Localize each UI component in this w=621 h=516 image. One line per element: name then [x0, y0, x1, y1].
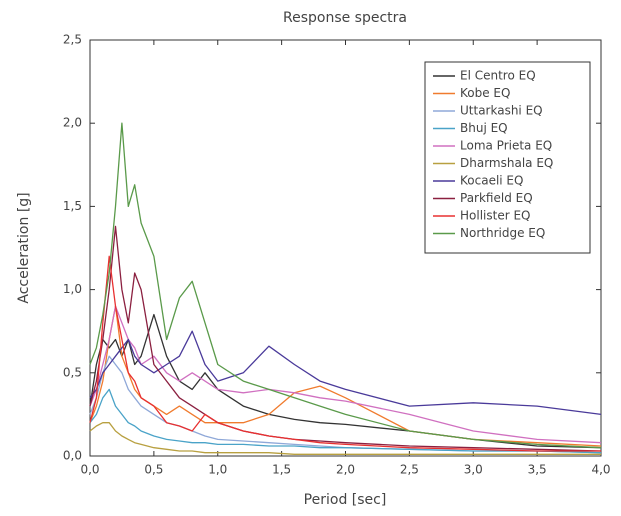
series-line [89, 330, 602, 416]
series-line [89, 313, 602, 449]
x-tick-label: 1,5 [272, 463, 291, 477]
chart-title: Response spectra [283, 10, 407, 26]
series-line [89, 305, 602, 444]
legend-label: Parkfield EQ [460, 191, 533, 205]
legend-label: Loma Prieta EQ [460, 139, 552, 153]
y-tick-label: 0,0 [63, 449, 82, 463]
legend-label: Bhuj EQ [460, 121, 508, 135]
y-tick-label: 1,5 [63, 199, 82, 213]
series-line [89, 422, 601, 455]
x-tick-label: 0,0 [80, 463, 99, 477]
legend-label: Hollister EQ [460, 209, 530, 223]
x-axis-label: Period [sec] [304, 492, 387, 508]
x-tick-label: 4,0 [591, 463, 610, 477]
x-tick-label: 1,0 [208, 463, 227, 477]
x-tick-label: 2,0 [336, 463, 355, 477]
y-tick-label: 0,5 [63, 365, 82, 379]
x-tick-label: 0,5 [144, 463, 163, 477]
legend-label: Kobe EQ [460, 86, 510, 100]
series-line [89, 122, 602, 449]
series-line [89, 255, 601, 452]
y-axis-label: Acceleration [g] [16, 192, 32, 303]
series-line [89, 225, 602, 452]
x-tick-label: 2,5 [400, 463, 419, 477]
legend-label: Uttarkashi EQ [460, 104, 543, 118]
y-tick-label: 2,0 [63, 116, 82, 130]
series-line [89, 388, 602, 454]
legend-label: El Centro EQ [460, 69, 536, 83]
legend-label: Kocaeli EQ [460, 174, 523, 188]
x-tick-label: 3,0 [464, 463, 483, 477]
y-tick-label: 1,0 [63, 282, 82, 296]
legend-label: Dharmshala EQ [460, 156, 553, 170]
y-tick-label: 2,5 [63, 33, 82, 47]
legend-label: Northridge EQ [460, 226, 545, 240]
x-tick-label: 3,5 [528, 463, 547, 477]
